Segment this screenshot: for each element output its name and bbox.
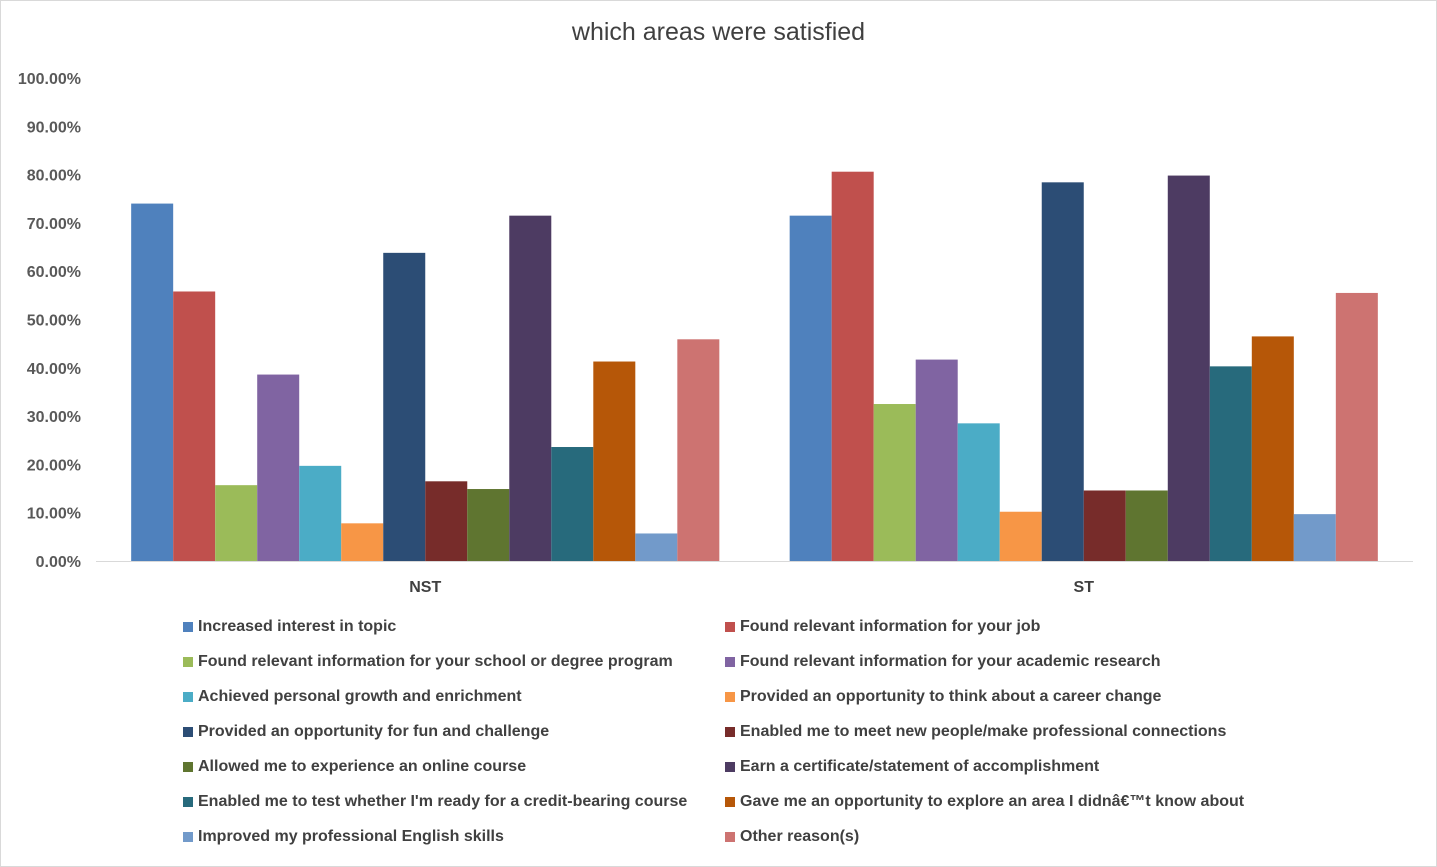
- y-tick-label: 0.00%: [36, 554, 81, 571]
- y-tick-label: 50.00%: [27, 313, 81, 330]
- legend-swatch: [183, 692, 193, 702]
- bar: [341, 523, 384, 561]
- x-tick-label: NST: [409, 579, 441, 596]
- bar: [257, 374, 300, 561]
- legend-item: Provided an opportunity for fun and chal…: [183, 719, 549, 745]
- legend-swatch: [725, 657, 735, 667]
- bar: [789, 215, 832, 561]
- bar: [467, 489, 510, 561]
- legend-item: Enabled me to meet new people/make profe…: [725, 719, 1226, 745]
- bar: [425, 481, 468, 561]
- legend-swatch: [725, 622, 735, 632]
- bar: [215, 485, 258, 561]
- legend-item: Improved my professional English skills: [183, 824, 504, 850]
- bar: [915, 359, 958, 561]
- legend-item: Allowed me to experience an online cours…: [183, 754, 526, 780]
- legend-swatch: [183, 762, 193, 772]
- x-tick-label: ST: [1074, 579, 1095, 596]
- y-tick-label: 60.00%: [27, 264, 81, 281]
- legend-swatch: [183, 657, 193, 667]
- legend-item: Found relevant information for your scho…: [183, 649, 673, 675]
- bar: [1209, 366, 1252, 561]
- legend-label: Increased interest in topic: [198, 618, 397, 635]
- legend-label: Enabled me to meet new people/make profe…: [740, 723, 1227, 740]
- bar: [1293, 514, 1336, 561]
- legend-swatch: [183, 622, 193, 632]
- bar: [551, 447, 594, 561]
- legend-item: Gave me an opportunity to explore an are…: [725, 789, 1244, 815]
- bar: [593, 361, 636, 561]
- y-tick-label: 80.00%: [27, 168, 81, 185]
- legend-item: Enabled me to test whether I'm ready for…: [183, 789, 687, 815]
- bar: [873, 404, 916, 561]
- y-tick-label: 70.00%: [27, 216, 81, 233]
- chart-title: which areas were satisfied: [571, 18, 866, 46]
- legend-item: Found relevant information for your job: [725, 614, 1040, 640]
- bar: [1083, 490, 1126, 561]
- y-tick-label: 40.00%: [27, 361, 81, 378]
- legend-item: Other reason(s): [725, 824, 859, 850]
- bar: [383, 252, 426, 561]
- legend-item: Increased interest in topic: [183, 614, 396, 640]
- legend-swatch: [725, 797, 735, 807]
- y-tick-label: 30.00%: [27, 409, 81, 426]
- bar: [509, 215, 552, 561]
- bar: [299, 465, 342, 561]
- legend-label: Provided an opportunity for fun and chal…: [198, 723, 550, 740]
- bar: [173, 291, 216, 561]
- legend-swatch: [183, 797, 193, 807]
- legend-label: Enabled me to test whether I'm ready for…: [198, 793, 688, 810]
- bar: [677, 339, 720, 561]
- legend-swatch: [725, 692, 735, 702]
- legend-label: Found relevant information for your job: [740, 618, 1041, 635]
- legend-swatch: [725, 727, 735, 737]
- bar: [1167, 175, 1210, 562]
- bar: [1251, 336, 1294, 561]
- legend-label: Allowed me to experience an online cours…: [198, 758, 527, 775]
- bar: [831, 171, 874, 561]
- bar: [1041, 182, 1084, 561]
- legend-item: Earn a certificate/statement of accompli…: [725, 754, 1099, 780]
- legend-label: Improved my professional English skills: [198, 828, 504, 845]
- y-tick-label: 90.00%: [27, 119, 81, 136]
- legend-label: Other reason(s): [740, 828, 860, 845]
- legend-swatch: [725, 762, 735, 772]
- legend-item: Found relevant information for your acad…: [725, 649, 1161, 675]
- bar: [999, 511, 1042, 561]
- legend-swatch: [725, 832, 735, 842]
- legend-label: Gave me an opportunity to explore an are…: [740, 793, 1245, 810]
- legend-label: Provided an opportunity to think about a…: [740, 688, 1162, 705]
- legend-label: Found relevant information for your scho…: [198, 653, 673, 670]
- y-tick-label: 20.00%: [27, 457, 81, 474]
- legend-label: Found relevant information for your acad…: [740, 653, 1161, 670]
- legend-swatch: [183, 832, 193, 842]
- legend-label: Achieved personal growth and enrichment: [198, 688, 522, 705]
- bar: [635, 533, 678, 561]
- bar: [1335, 292, 1378, 561]
- bar: [1125, 490, 1168, 561]
- y-tick-label: 10.00%: [27, 506, 81, 523]
- legend-label: Earn a certificate/statement of accompli…: [740, 758, 1100, 775]
- bar: [957, 423, 1000, 561]
- legend-item: Achieved personal growth and enrichment: [183, 684, 522, 710]
- legend-swatch: [183, 727, 193, 737]
- y-tick-label: 100.00%: [18, 71, 81, 88]
- legend-item: Provided an opportunity to think about a…: [725, 684, 1161, 710]
- bar: [131, 203, 174, 561]
